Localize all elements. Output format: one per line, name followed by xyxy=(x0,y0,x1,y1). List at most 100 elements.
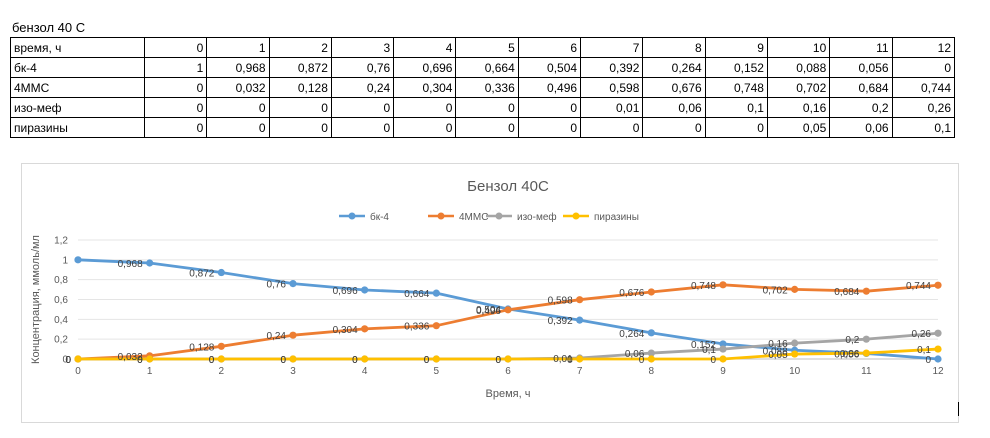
data-label: 0 xyxy=(424,355,430,366)
table-cell[interactable]: 0,304 xyxy=(393,77,457,98)
data-point xyxy=(576,296,584,304)
text-cursor xyxy=(958,402,959,416)
table-cell[interactable]: 0,24 xyxy=(330,77,395,98)
table-column-header[interactable]: 6 xyxy=(517,37,582,58)
data-label: 0,128 xyxy=(189,342,214,353)
table-column-header[interactable]: 5 xyxy=(455,37,519,58)
table-cell[interactable]: 0,76 xyxy=(330,57,395,78)
table-column-header[interactable]: 9 xyxy=(704,37,768,58)
table-cell[interactable]: 0 xyxy=(517,117,582,138)
x-tick-label: 4 xyxy=(362,366,368,377)
table-row: бк-4 1 0,968 0,872 0,76 0,696 0,664 0,504 0,392 0… xyxy=(10,57,956,78)
table-cell[interactable]: 0 xyxy=(704,117,768,138)
table-cell[interactable]: 0,032 xyxy=(206,77,270,98)
data-label: 0,496 xyxy=(476,306,501,317)
table-cell[interactable]: 0,16 xyxy=(766,97,831,118)
table-cell[interactable]: 0 xyxy=(393,117,457,138)
y-tick-label: 1 xyxy=(62,255,68,266)
data-point xyxy=(862,335,870,343)
table-cell[interactable]: 0,336 xyxy=(455,77,519,98)
table-cell[interactable]: 0 xyxy=(517,97,582,118)
data-label: 0 xyxy=(209,355,215,366)
table-cell[interactable]: 0,696 xyxy=(393,57,457,78)
table-cell[interactable]: 0 xyxy=(580,117,644,138)
table-cell[interactable]: 0,744 xyxy=(891,77,956,98)
table-column-header[interactable]: 8 xyxy=(642,37,706,58)
table-cell[interactable]: 0,1 xyxy=(704,97,768,118)
table-cell[interactable]: 0,056 xyxy=(829,57,893,78)
table-cell[interactable]: 0,01 xyxy=(580,97,644,118)
table-cell[interactable]: 0,264 xyxy=(642,57,706,78)
table-column-header[interactable]: 10 xyxy=(766,37,831,58)
table-cell[interactable]: 0 xyxy=(268,97,332,118)
table-cell[interactable]: 0,06 xyxy=(642,97,706,118)
table-cell[interactable]: 0,598 xyxy=(580,77,644,98)
table-cell[interactable]: 0 xyxy=(455,117,519,138)
y-tick-label: 1,2 xyxy=(54,236,68,247)
table-cell[interactable]: 0,152 xyxy=(704,57,768,78)
table-row-label[interactable]: изо-меф xyxy=(10,97,145,118)
legend-label: пиразины xyxy=(594,212,639,223)
table-cell[interactable]: 0 xyxy=(330,117,395,138)
table-cell[interactable]: 0 xyxy=(393,97,457,118)
table-cell[interactable]: 0,1 xyxy=(891,117,956,138)
table-cell[interactable]: 0 xyxy=(455,97,519,118)
table-cell[interactable]: 0,664 xyxy=(455,57,519,78)
table-cell[interactable]: 0 xyxy=(143,97,208,118)
table-cell[interactable]: 0 xyxy=(891,57,956,78)
chart-container[interactable]: Бензол 40С бк-4 4ММС изо-меф пиразины 0 0,2 0,4… xyxy=(21,163,959,423)
table-column-header[interactable]: 7 xyxy=(580,37,644,58)
data-point xyxy=(791,350,799,358)
table-cell[interactable]: 0 xyxy=(642,117,706,138)
legend-marker xyxy=(348,212,356,220)
table-cell[interactable]: 0,872 xyxy=(268,57,332,78)
table-cell[interactable]: 0,26 xyxy=(891,97,956,118)
x-axis-label: Время, ч xyxy=(486,388,531,400)
table-cell[interactable]: 0 xyxy=(143,77,208,98)
table-row-label[interactable]: пиразины xyxy=(10,117,145,138)
data-point xyxy=(934,345,942,353)
table-column-header[interactable]: 3 xyxy=(330,37,395,58)
table-cell[interactable]: 0,504 xyxy=(517,57,582,78)
table-row-header[interactable]: время, ч xyxy=(10,37,145,58)
table-column-header[interactable]: 0 xyxy=(143,37,208,58)
table-cell[interactable]: 0 xyxy=(206,97,270,118)
table-cell[interactable]: 0,496 xyxy=(517,77,582,98)
table-column-header[interactable]: 11 xyxy=(829,37,893,58)
table-cell[interactable]: 0,06 xyxy=(829,117,893,138)
chart-title: Бензол 40С xyxy=(467,178,549,195)
table-row-label[interactable]: бк-4 xyxy=(10,57,145,78)
table-cell[interactable]: 0,088 xyxy=(766,57,831,78)
table-cell[interactable]: 0,676 xyxy=(642,77,706,98)
table-cell[interactable]: 0 xyxy=(268,117,332,138)
data-label: 0,598 xyxy=(548,296,573,307)
table-cell[interactable]: 0 xyxy=(143,117,208,138)
data-label: 0 xyxy=(925,355,931,366)
table-cell[interactable]: 0 xyxy=(330,97,395,118)
table-cell[interactable]: 0,702 xyxy=(766,77,831,98)
data-point xyxy=(217,342,225,350)
table-cell[interactable]: 0,748 xyxy=(704,77,768,98)
data-label: 0 xyxy=(65,355,71,366)
data-label: 0,744 xyxy=(906,281,931,292)
data-point xyxy=(647,288,655,296)
table-cell[interactable]: 0,128 xyxy=(268,77,332,98)
data-label: 0,05 xyxy=(768,350,788,361)
table-column-header[interactable]: 1 xyxy=(206,37,270,58)
table-cell[interactable]: 1 xyxy=(143,57,208,78)
table-row: 4ММС 0 0,032 0,128 0,24 0,304 0,336 0,496 0,598 0… xyxy=(10,77,956,98)
table-cell[interactable]: 0,2 xyxy=(829,97,893,118)
table-column-header[interactable]: 4 xyxy=(393,37,457,58)
table-cell[interactable]: 0,05 xyxy=(766,117,831,138)
table-column-header[interactable]: 2 xyxy=(268,37,332,58)
table-cell[interactable]: 0,684 xyxy=(829,77,893,98)
table-cell[interactable]: 0,968 xyxy=(206,57,270,78)
table-column-header[interactable]: 12 xyxy=(891,37,956,58)
x-tick-label: 11 xyxy=(861,366,872,377)
table-row-label[interactable]: 4ММС xyxy=(10,77,145,98)
data-point xyxy=(361,286,369,294)
data-label: 0,2 xyxy=(845,335,859,346)
table-cell[interactable]: 0 xyxy=(206,117,270,138)
data-point xyxy=(432,355,440,363)
table-cell[interactable]: 0,392 xyxy=(580,57,644,78)
